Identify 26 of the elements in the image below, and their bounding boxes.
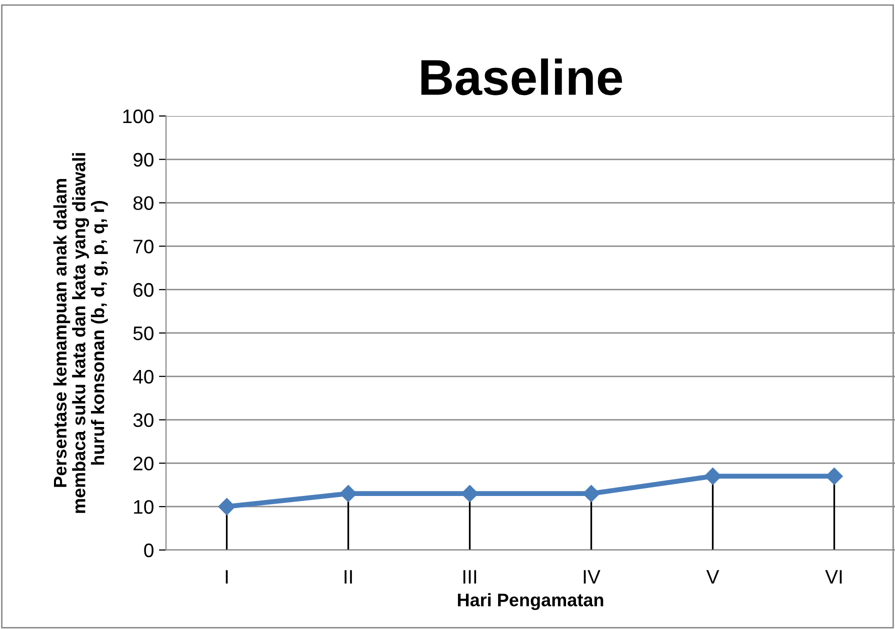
x-tick-label: V (706, 570, 720, 584)
point (218, 498, 236, 516)
y-tick-label: 40 (133, 370, 154, 384)
y-tick-label: 10 (134, 500, 154, 514)
chart-title: Baseline (421, 58, 622, 96)
x-axis-title: Hari Pengamatan (458, 593, 604, 610)
y-tick-label: 0 (144, 543, 154, 558)
y-tick-label: 20 (134, 456, 154, 470)
x-tick-label: I (226, 570, 228, 584)
y-tick-label: 50 (133, 326, 154, 340)
y-tick-label: 60 (134, 283, 154, 297)
point (461, 485, 478, 502)
x-tick-label: III (463, 570, 476, 584)
x-tick-label: II (344, 570, 352, 584)
point (704, 468, 722, 485)
x-tick-label: VI (825, 570, 842, 584)
point (340, 485, 357, 502)
y-tick-label: 90 (134, 152, 154, 167)
x-tick-label: IV (584, 570, 600, 584)
point (826, 468, 843, 485)
y-tick-label: 70 (134, 240, 154, 254)
y-tick-label: 100 (123, 109, 154, 124)
y-tick-label: 30 (133, 413, 154, 428)
point (582, 485, 600, 502)
y-tick-label: 80 (133, 196, 154, 210)
y-axis-title: Persentase kemampuan anak dalam membaca suku kata dan kata yang diawali huruf konsonan (b, d, g, p, q, r) (53, 153, 108, 513)
